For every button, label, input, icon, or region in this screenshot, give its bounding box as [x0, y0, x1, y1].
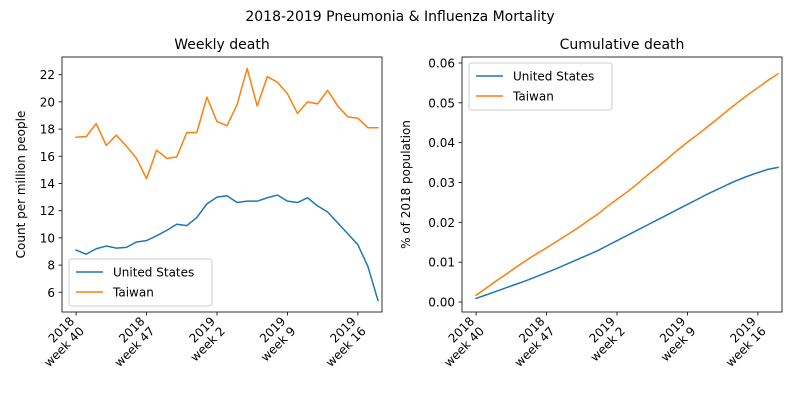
y-axis-label: Count per million people [14, 111, 28, 259]
y-tick-label: 0.03 [428, 176, 455, 190]
legend-label: United States [113, 266, 194, 280]
legend-frame [468, 62, 613, 111]
cumulative-death-panel: Cumulative death % of 2018 population 0.00… [399, 37, 783, 370]
y-tick-label: 8 [47, 259, 55, 273]
y-tick-label: 10 [40, 231, 55, 245]
chart-title: Cumulative death [560, 37, 685, 53]
y-tick-label: 18 [40, 123, 55, 137]
axes-frame [461, 56, 783, 313]
y-tick-label: 0.04 [428, 136, 455, 150]
y-tick-label: 12 [40, 204, 55, 218]
y-axis-label: % of 2018 population [399, 120, 413, 249]
y-tick-label: 16 [40, 150, 55, 164]
y-tick-label: 6 [47, 286, 55, 300]
y-tick-label: 0.02 [428, 216, 455, 230]
figure-title: 2018-2019 Pneumonia & Influenza Mortalit… [245, 9, 554, 25]
series-line-taiwan [75, 67, 379, 180]
series-line-taiwan [475, 72, 780, 297]
weekly-death-panel: Weekly death Count per million people 6 8 10… [14, 37, 383, 370]
y-tick-label: 0.00 [428, 296, 455, 310]
legend-frame [68, 258, 213, 307]
y-tick-label: 20 [40, 95, 55, 109]
y-tick-label: 0.06 [428, 56, 455, 70]
legend: United States Taiwan [468, 62, 613, 111]
y-tick-label: 22 [40, 68, 55, 82]
legend-label: Taiwan [112, 286, 154, 300]
axes-frame [61, 56, 383, 313]
series-line-united-states [75, 194, 379, 302]
y-tick-label: 0.01 [428, 256, 455, 270]
legend-label: Taiwan [512, 90, 554, 104]
series-line-united-states [475, 166, 779, 300]
legend-label: United States [513, 70, 594, 84]
legend: United States Taiwan [68, 258, 213, 307]
y-tick-label: 0.05 [428, 96, 455, 110]
chart-title: Weekly death [174, 37, 269, 53]
y-tick-label: 14 [40, 177, 55, 191]
